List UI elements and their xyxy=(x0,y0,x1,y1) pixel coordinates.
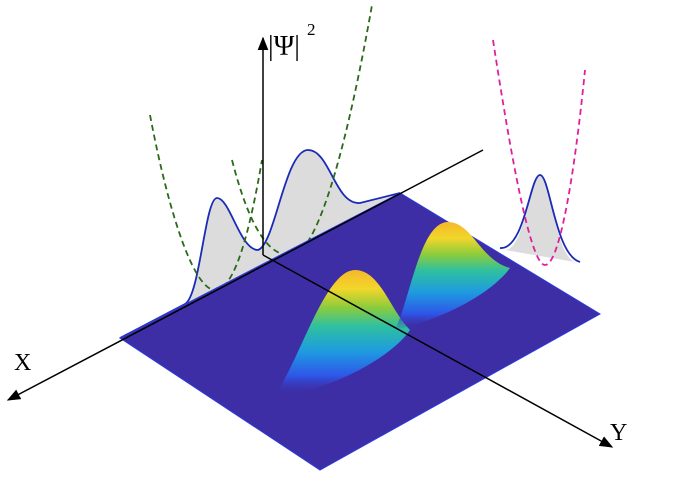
wavepacket-peak-1 xyxy=(275,270,410,395)
x-axis xyxy=(6,149,484,401)
y-axis-label: Y xyxy=(610,420,627,446)
y-projection-curve xyxy=(499,174,581,263)
x-axis-label: X xyxy=(14,350,31,376)
y-potential xyxy=(492,39,586,266)
z-axis-exponent: 2 xyxy=(307,20,316,39)
y-axis xyxy=(262,254,614,448)
y-projection xyxy=(505,175,575,262)
x-potential-2 xyxy=(231,4,373,256)
x-projection xyxy=(120,150,400,338)
wavepacket-peak-2 xyxy=(395,222,510,330)
x-projection-curve xyxy=(119,149,401,339)
z-axis-label: |Ψ| xyxy=(268,31,300,62)
